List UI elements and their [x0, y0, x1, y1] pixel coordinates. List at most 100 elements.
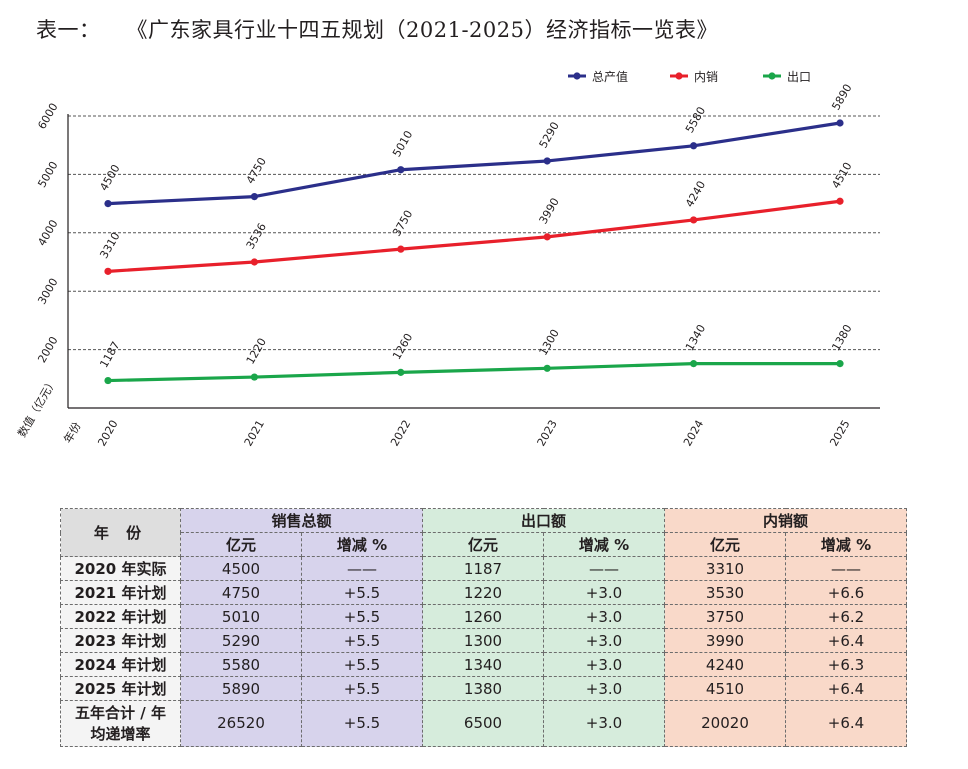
sub-header-unit: 亿元 — [422, 532, 544, 557]
data-point — [543, 364, 551, 372]
table-cell: 26520 — [180, 700, 302, 747]
table-cell: —— — [301, 556, 423, 581]
y-tick-label: 5000 — [35, 159, 60, 190]
table-cell: 3990 — [664, 628, 786, 653]
x-tick-label: 2022 — [388, 418, 413, 449]
table-cell: +6.3 — [785, 652, 907, 677]
group-header-sales: 销售总额 — [180, 508, 423, 533]
table-cell: 4750 — [180, 580, 302, 605]
data-label: 1340 — [683, 322, 708, 353]
data-label: 1380 — [829, 322, 854, 353]
table-row: 2023 年计划 5290 +5.5 1300 +3.0 3990 +6.4 — [60, 628, 907, 653]
table-row: 2025 年计划 5890 +5.5 1380 +3.0 4510 +6.4 — [60, 676, 907, 701]
data-label: 1187 — [97, 339, 122, 370]
x-tick-label: 2023 — [535, 418, 560, 449]
table-cell: +3.0 — [543, 628, 665, 653]
data-label: 1260 — [390, 331, 415, 362]
legend-swatch-marker — [573, 72, 581, 80]
table-cell: 5580 — [180, 652, 302, 677]
table-cell: +6.4 — [785, 700, 907, 747]
data-point — [397, 368, 405, 376]
data-label: 4510 — [829, 160, 854, 191]
data-point — [250, 258, 258, 266]
table-cell: +5.5 — [301, 604, 423, 629]
x-tick-label: 2025 — [827, 418, 852, 449]
title-main: 《广东家具行业十四五规划（2021-2025）经济指标一览表》 — [126, 18, 718, 42]
table-cell: +6.4 — [785, 676, 907, 701]
x-tick-label: 2021 — [242, 418, 267, 449]
table-cell: 1380 — [422, 676, 544, 701]
data-point — [397, 245, 405, 253]
group-header-export: 出口额 — [422, 508, 665, 533]
y-tick-label: 6000 — [35, 101, 60, 132]
table-cell: 5290 — [180, 628, 302, 653]
data-point — [104, 376, 112, 385]
data-point — [690, 360, 698, 368]
table-cell: +5.5 — [301, 628, 423, 653]
data-label: 3310 — [97, 230, 122, 261]
data-point — [690, 142, 698, 150]
data-label: 4500 — [97, 162, 122, 193]
data-point — [250, 192, 258, 201]
total-label-line1: 五年合计 / 年 — [75, 703, 166, 722]
table-cell: +6.6 — [785, 580, 907, 605]
data-point — [690, 216, 698, 224]
table-cell: 20020 — [664, 700, 786, 747]
y-tick-label: 4000 — [35, 218, 60, 249]
table-cell: —— — [785, 556, 907, 581]
table-cell: 4500 — [180, 556, 302, 581]
year-header: 年 份 — [60, 508, 181, 557]
data-point — [250, 373, 258, 381]
data-point — [104, 267, 112, 275]
row-label: 2021 年计划 — [60, 580, 181, 605]
table-cell: +3.0 — [543, 700, 665, 747]
total-row-label: 五年合计 / 年均递增率 — [60, 700, 181, 747]
data-point — [104, 200, 112, 208]
table-cell: 5890 — [180, 676, 302, 701]
table-cell: +3.0 — [543, 676, 665, 701]
table-cell: 6500 — [422, 700, 544, 747]
group-header-domestic: 内销额 — [664, 508, 907, 533]
table-cell: +5.5 — [301, 676, 423, 701]
table-cell: +6.4 — [785, 628, 907, 653]
data-point — [397, 166, 405, 174]
data-label: 4750 — [244, 155, 269, 186]
data-point — [543, 233, 551, 241]
table-cell: 4240 — [664, 652, 786, 677]
legend-label: 总产值 — [592, 69, 628, 84]
total-label-line2: 均递增率 — [90, 724, 151, 743]
row-label: 2023 年计划 — [60, 628, 181, 653]
legend-label: 内销 — [694, 70, 718, 84]
indicator-table: 年 份 销售总额 出口额 内销额 亿元 增减 % 亿元 增减 % 亿元 增减 %… — [60, 508, 907, 747]
table-cell: 1260 — [422, 604, 544, 629]
table-cell: 1340 — [422, 652, 544, 677]
data-point — [836, 197, 844, 205]
table-cell: +5.5 — [301, 580, 423, 605]
data-point — [836, 119, 844, 127]
table-cell: +3.0 — [543, 652, 665, 677]
page-title: 表一： 《广东家具行业十四五规划（2021-2025）经济指标一览表》 — [36, 14, 718, 44]
table-cell: 4510 — [664, 676, 786, 701]
table-cell: —— — [543, 556, 665, 581]
table-cell: 3750 — [664, 604, 786, 629]
row-label: 2022 年计划 — [60, 604, 181, 629]
sub-header-unit: 亿元 — [180, 532, 302, 557]
table-cell: 1220 — [422, 580, 544, 605]
series-line — [107, 199, 841, 273]
x-tick-label: 2024 — [681, 418, 706, 449]
table-cell: 5010 — [180, 604, 302, 629]
table-row: 2020 年实际 4500 —— 1187 —— 3310 —— — [60, 556, 907, 581]
data-label: 5290 — [537, 120, 562, 151]
data-label: 3750 — [390, 208, 415, 239]
table-cell: 1300 — [422, 628, 544, 653]
legend-label: 出口 — [787, 70, 811, 84]
y-tick-label: 2000 — [35, 334, 60, 365]
x-tick-label: 2020 — [95, 418, 120, 449]
data-label: 4240 — [683, 179, 708, 210]
y-tick-label: 3000 — [35, 276, 60, 307]
row-label: 2020 年实际 — [60, 556, 181, 581]
data-label: 3990 — [537, 196, 562, 227]
table-cell: +5.5 — [301, 700, 423, 747]
table-cell: 3530 — [664, 580, 786, 605]
sub-header-change: 增减 % — [543, 532, 665, 557]
